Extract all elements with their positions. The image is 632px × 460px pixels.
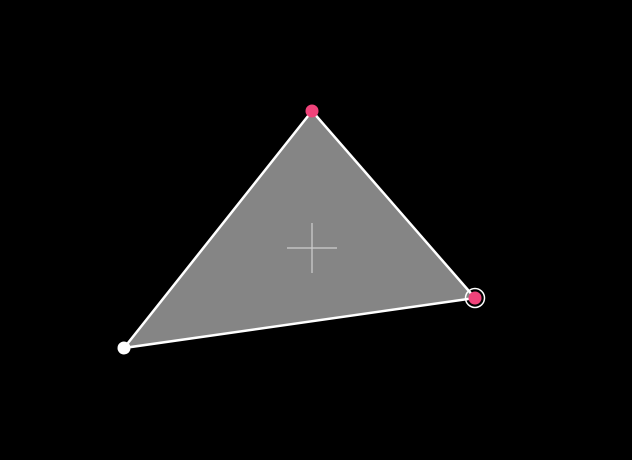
- vertex-handle-left[interactable]: [117, 341, 131, 355]
- vertex-handle-right[interactable]: [468, 291, 482, 305]
- triangle-shape[interactable]: [122, 109, 477, 350]
- center-crosshair-icon: [287, 223, 337, 273]
- vertex-handle-top[interactable]: [305, 104, 319, 118]
- selection-ring-icon: [464, 287, 486, 309]
